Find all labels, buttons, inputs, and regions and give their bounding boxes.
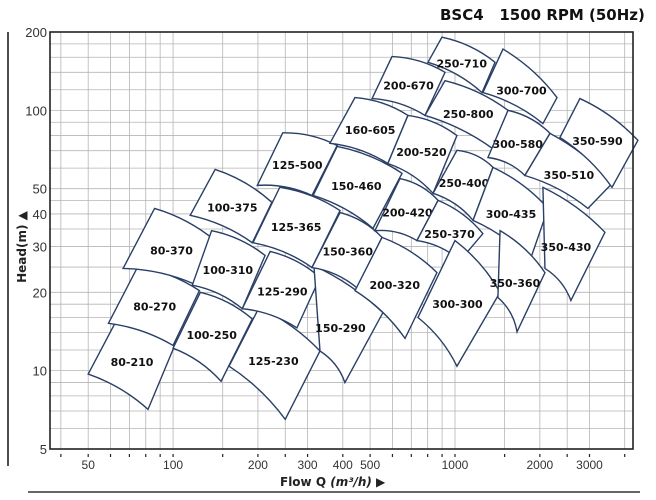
y-tick-label: 50 (33, 182, 47, 197)
tile-label: 80-210 (111, 356, 154, 369)
tile-150-460: 150-460 (312, 145, 403, 230)
chart-title: BSC4 1500 RPM (50Hz) (440, 6, 645, 24)
tile-outline (312, 145, 403, 230)
x-axis-label: Flow Q (m³/h) ▶ (280, 475, 386, 489)
x-tick-label: 100 (163, 458, 183, 472)
tile-350-430: 350-430 (541, 186, 606, 303)
tile-label: 250-400 (439, 177, 490, 190)
tile-outline (542, 186, 606, 303)
x-tick-label: 2000 (526, 458, 553, 472)
tile-label: 200-420 (382, 207, 433, 220)
y-tick-label: 20 (33, 285, 47, 300)
y-tick-label: 100 (25, 103, 47, 118)
tile-label: 300-435 (486, 208, 537, 221)
x-tick-labels: 50 100 200 300 400 500 1000 2000 3000 (82, 458, 604, 472)
tile-outline (256, 132, 339, 197)
y-tick-labels: 5 10 20 30 40 50 100 200 (25, 25, 47, 457)
tile-label: 150-290 (315, 322, 366, 335)
plot-frame (49, 31, 634, 450)
tile-label: 125-365 (271, 221, 322, 234)
y-tick-label: 40 (33, 207, 47, 222)
tile-label: 100-375 (207, 201, 258, 214)
y-tick-label: 5 (40, 442, 47, 457)
y-axis-label: Head(m) ▲ (14, 211, 29, 283)
tile-label: 350-510 (544, 169, 595, 182)
tile-100-250: 100-250 (172, 291, 254, 383)
x-tick-label: 400 (333, 458, 353, 472)
tile-250-710: 250-710 (426, 36, 496, 94)
tile-label: 250-370 (424, 228, 475, 241)
tile-300-700: 300-700 (481, 48, 558, 125)
tile-label: 200-670 (383, 80, 434, 93)
x-tick-label: 500 (360, 458, 380, 472)
tile-300-300: 300-300 (417, 239, 501, 368)
tile-label: 100-250 (186, 329, 237, 342)
tile-label: 200-520 (396, 146, 447, 159)
tile-125-500: 125-500 (256, 132, 339, 197)
tile-outline (426, 36, 496, 94)
y-tick-label: 10 (33, 364, 47, 379)
tile-label: 300-300 (432, 298, 483, 311)
tile-label: 100-310 (203, 264, 254, 277)
tile-outline (481, 48, 558, 125)
tile-200-670: 200-670 (370, 55, 446, 117)
tile-outline (497, 229, 546, 335)
x-tick-label: 200 (248, 458, 268, 472)
tile-350-590: 350-590 (559, 97, 639, 189)
tile-200-320: 200-320 (354, 236, 438, 340)
tile-350-360: 350-360 (490, 229, 546, 335)
tile-150-290: 150-290 (313, 264, 384, 385)
tile-outline (354, 236, 438, 340)
tile-label: 350-430 (541, 241, 592, 254)
tile-125-230: 125-230 (228, 306, 321, 421)
tile-label: 125-230 (248, 355, 299, 368)
tile-label: 350-590 (572, 135, 623, 148)
tile-outline (172, 291, 254, 383)
x-tick-label: 1000 (442, 458, 469, 472)
tiles: 80-210 80-270 80-370 100-250 100-310 100-375 1… (87, 36, 639, 421)
tile-label: 125-290 (257, 285, 308, 298)
tile-outline (559, 97, 639, 189)
tile-outline (241, 250, 321, 329)
tile-label: 150-360 (322, 245, 373, 258)
x-tick-label: 50 (82, 458, 96, 472)
tile-125-290: 125-290 (241, 250, 321, 329)
y-tick-label: 200 (25, 25, 47, 40)
tile-label: 80-370 (150, 244, 193, 257)
tile-label: 350-360 (490, 277, 541, 290)
tile-250-400: 250-400 (432, 149, 494, 222)
y-tick-label: 30 (33, 239, 47, 254)
tile-outline (417, 239, 501, 368)
tile-label: 300-700 (496, 85, 547, 98)
tile-label: 160-605 (345, 124, 396, 137)
tile-125-365: 125-365 (251, 186, 341, 269)
x-tick-label: 3000 (576, 458, 603, 472)
tile-label: 80-270 (133, 300, 176, 313)
tile-label: 125-500 (272, 159, 323, 172)
tile-label: 300-580 (492, 138, 543, 151)
x-tick-label: 300 (298, 458, 318, 472)
tile-label: 250-800 (443, 108, 494, 121)
tile-label: 150-460 (331, 180, 382, 193)
tile-label: 250-710 (436, 58, 487, 71)
tile-label: 200-320 (370, 279, 421, 292)
